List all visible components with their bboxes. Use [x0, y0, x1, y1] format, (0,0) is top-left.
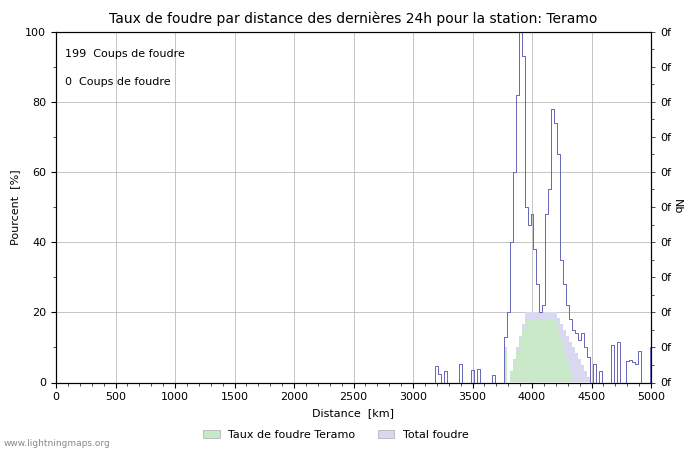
Text: 0  Coups de foudre: 0 Coups de foudre — [65, 77, 171, 87]
Text: 199  Coups de foudre: 199 Coups de foudre — [65, 49, 185, 59]
Text: www.lightningmaps.org: www.lightningmaps.org — [4, 439, 111, 448]
Title: Taux de foudre par distance des dernières 24h pour la station: Teramo: Taux de foudre par distance des dernière… — [109, 12, 598, 26]
Y-axis label: Pourcent  [%]: Pourcent [%] — [10, 169, 20, 245]
Y-axis label: Nb: Nb — [672, 199, 682, 215]
X-axis label: Distance  [km]: Distance [km] — [312, 408, 395, 418]
Legend: Taux de foudre Teramo, Total foudre: Taux de foudre Teramo, Total foudre — [199, 425, 473, 445]
